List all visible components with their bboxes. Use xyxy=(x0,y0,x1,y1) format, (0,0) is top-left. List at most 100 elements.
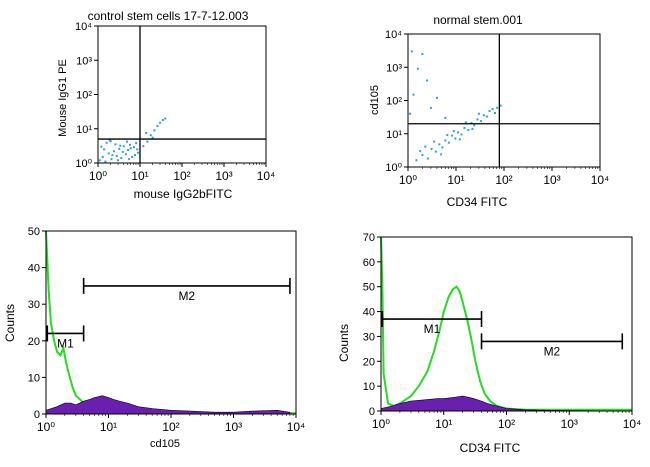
data-point xyxy=(107,152,110,155)
data-point xyxy=(470,122,473,125)
data-point xyxy=(464,121,467,124)
data-point xyxy=(101,155,104,158)
data-point xyxy=(137,151,140,154)
data-point xyxy=(412,93,415,96)
data-point xyxy=(421,153,424,156)
marker-label: M1 xyxy=(57,336,74,350)
data-point xyxy=(105,141,108,144)
data-point xyxy=(446,134,449,137)
x-tick-label: 10³ xyxy=(225,420,242,434)
y-tick-label: 20 xyxy=(363,356,375,368)
data-point xyxy=(129,147,132,150)
data-point xyxy=(117,159,120,162)
plot-area xyxy=(408,34,600,167)
y-tick-label: 10¹ xyxy=(386,129,402,141)
x-tick-label: 10¹ xyxy=(435,417,452,431)
data-point xyxy=(159,121,162,124)
data-point xyxy=(125,140,128,143)
y-axis: 10⁰ 10¹ 10² 10³ 10⁴ xyxy=(385,29,408,174)
plot-frame xyxy=(97,25,267,164)
plot-area xyxy=(98,26,266,163)
data-point xyxy=(463,126,466,129)
data-point xyxy=(104,160,107,163)
data-point xyxy=(426,157,429,160)
y-axis: 0 10 20 30 40 50 60 70 xyxy=(363,232,381,418)
y-tick-label: 40 xyxy=(363,307,375,319)
y-tick-label: 10¹ xyxy=(76,124,92,136)
data-point xyxy=(488,110,491,113)
panel-cd105-histogram: cd105 Counts M1 M2 10⁰ 10¹ 10² 10³ 10⁴ 0 10 20 30 4… xyxy=(3,226,305,450)
data-point xyxy=(151,136,154,139)
data-point xyxy=(424,145,427,148)
panel-normal-stem-scatter: normal stem.001 CD34 FITC cd105 10⁰ 10¹ 10… xyxy=(369,13,609,209)
x-tick-label: 10⁰ xyxy=(399,173,417,187)
y-tick-label: 30 xyxy=(28,299,40,311)
y-tick-label: 70 xyxy=(363,232,375,244)
histogram-series xyxy=(380,395,633,412)
data-point xyxy=(153,129,156,132)
data-point xyxy=(133,146,136,149)
data-point xyxy=(451,134,454,137)
chart-title: control stem cells 17-7-12.003 xyxy=(88,9,249,23)
data-point xyxy=(415,159,418,162)
x-tick-label: 10⁴ xyxy=(623,417,642,431)
x-tick-label: 10⁴ xyxy=(287,420,306,434)
data-point xyxy=(164,117,167,120)
data-point xyxy=(476,118,479,121)
y-tick-label: 10² xyxy=(76,90,92,102)
y-axis: 10⁰ 10¹ 10² 10³ 10⁴ xyxy=(75,21,98,170)
data-point xyxy=(100,145,103,148)
data-point xyxy=(127,148,130,151)
data-point xyxy=(456,131,459,134)
data-point xyxy=(145,132,148,135)
data-point xyxy=(121,150,124,153)
data-point xyxy=(444,139,447,142)
x-tick-label: 10¹ xyxy=(131,169,148,183)
x-tick-label: 10⁴ xyxy=(591,173,610,187)
y-tick-label: 20 xyxy=(28,336,40,348)
data-point xyxy=(120,156,123,159)
data-point xyxy=(124,153,127,156)
data-point xyxy=(119,144,122,147)
panel-cd34-histogram: CD34 FITC Counts M1 M2 10⁰ 10¹ 10² 10³ 10⁴ 0 10 2… xyxy=(337,232,641,455)
data-point xyxy=(419,150,422,153)
data-point xyxy=(108,139,111,142)
x-tick-label: 10² xyxy=(495,173,512,187)
data-point xyxy=(499,104,502,107)
y-axis: 0 10 20 30 40 50 xyxy=(28,226,46,421)
y-tick-label: 10⁰ xyxy=(75,158,92,170)
data-point xyxy=(416,67,419,70)
data-point xyxy=(444,116,447,119)
gate-marker-m2: M2 xyxy=(82,277,291,303)
data-point xyxy=(129,143,132,146)
y-tick-label: 10⁴ xyxy=(75,21,92,33)
data-point xyxy=(112,150,115,153)
x-axis-label: mouse IgG2bFITC xyxy=(134,187,233,201)
data-point xyxy=(421,53,424,56)
y-tick-label: 10⁰ xyxy=(385,162,402,174)
x-axis-label: CD34 FITC xyxy=(447,195,508,209)
x-tick-label: 10² xyxy=(498,417,515,431)
x-tick-label: 10⁰ xyxy=(89,169,107,183)
data-point xyxy=(410,50,413,53)
y-tick-label: 10 xyxy=(28,372,40,384)
data-point xyxy=(471,127,474,130)
histogram-series xyxy=(45,395,291,415)
x-tick-label: 10¹ xyxy=(100,420,117,434)
data-point xyxy=(440,153,443,156)
x-tick-label: 10³ xyxy=(543,173,560,187)
x-tick-label: 10¹ xyxy=(447,173,464,187)
marker-label: M2 xyxy=(178,289,195,303)
plot-area xyxy=(380,236,633,412)
plot-area xyxy=(45,230,296,415)
data-point xyxy=(435,96,438,99)
y-tick-label: 50 xyxy=(363,282,375,294)
data-point xyxy=(454,137,457,140)
histogram-series xyxy=(380,236,632,411)
y-axis-label: Counts xyxy=(3,304,17,342)
y-tick-label: 10 xyxy=(363,381,375,393)
data-point xyxy=(473,124,476,127)
data-point xyxy=(460,133,463,136)
marker-label: M1 xyxy=(424,322,441,336)
